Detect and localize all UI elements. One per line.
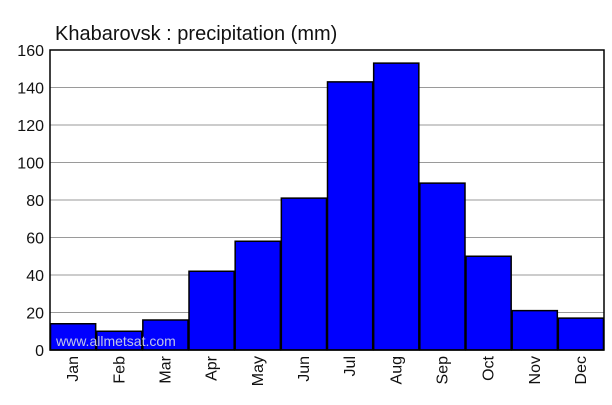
bar-jul [326,81,374,351]
x-tick-label: Oct [481,355,498,380]
x-tick-label: Nov [527,356,544,384]
y-tick-label: 160 [17,43,44,60]
x-tick-label: Jun [296,356,313,382]
bar-jun [280,197,328,351]
y-axis-ticks: 0 20 40 60 80 100 120 140 160 [17,43,44,360]
y-tick-label: 80 [26,193,44,210]
y-tick-label: 60 [26,231,44,248]
bar-nov [511,309,559,351]
bar-oct [465,255,512,351]
x-axis-ticks: Jan Feb Mar Apr May Jun Jul Aug Sep Oct Nov Dec [65,355,590,386]
plot-frame [49,49,605,351]
bar-aug [372,62,420,351]
y-tick-label: 120 [17,118,44,135]
watermark: www.allmetsat.com [55,333,176,349]
y-tick-label: 40 [26,268,44,285]
x-tick-label: Jan [65,356,82,382]
x-tick-label: Jul [342,356,359,376]
x-tick-label: Feb [111,356,128,384]
bar-sep [419,182,466,351]
x-tick-label: May [250,356,267,386]
y-tick-label: 0 [35,343,44,360]
y-tick-label: 20 [26,306,44,323]
chart-title: Khabarovsk : precipitation (mm) [55,23,337,45]
x-tick-label: Aug [388,356,405,384]
bar-dec [557,317,605,351]
y-tick-label: 140 [17,81,44,98]
y-tick-label: 100 [17,156,44,173]
bars [49,62,605,351]
x-tick-label: Apr [204,355,221,381]
bar-mar [142,319,189,351]
x-tick-label: Sep [434,356,451,385]
bar-may [234,240,282,351]
x-tick-label: Dec [573,356,590,384]
x-tick-label: Mar [157,355,174,383]
bar-apr [188,270,235,351]
